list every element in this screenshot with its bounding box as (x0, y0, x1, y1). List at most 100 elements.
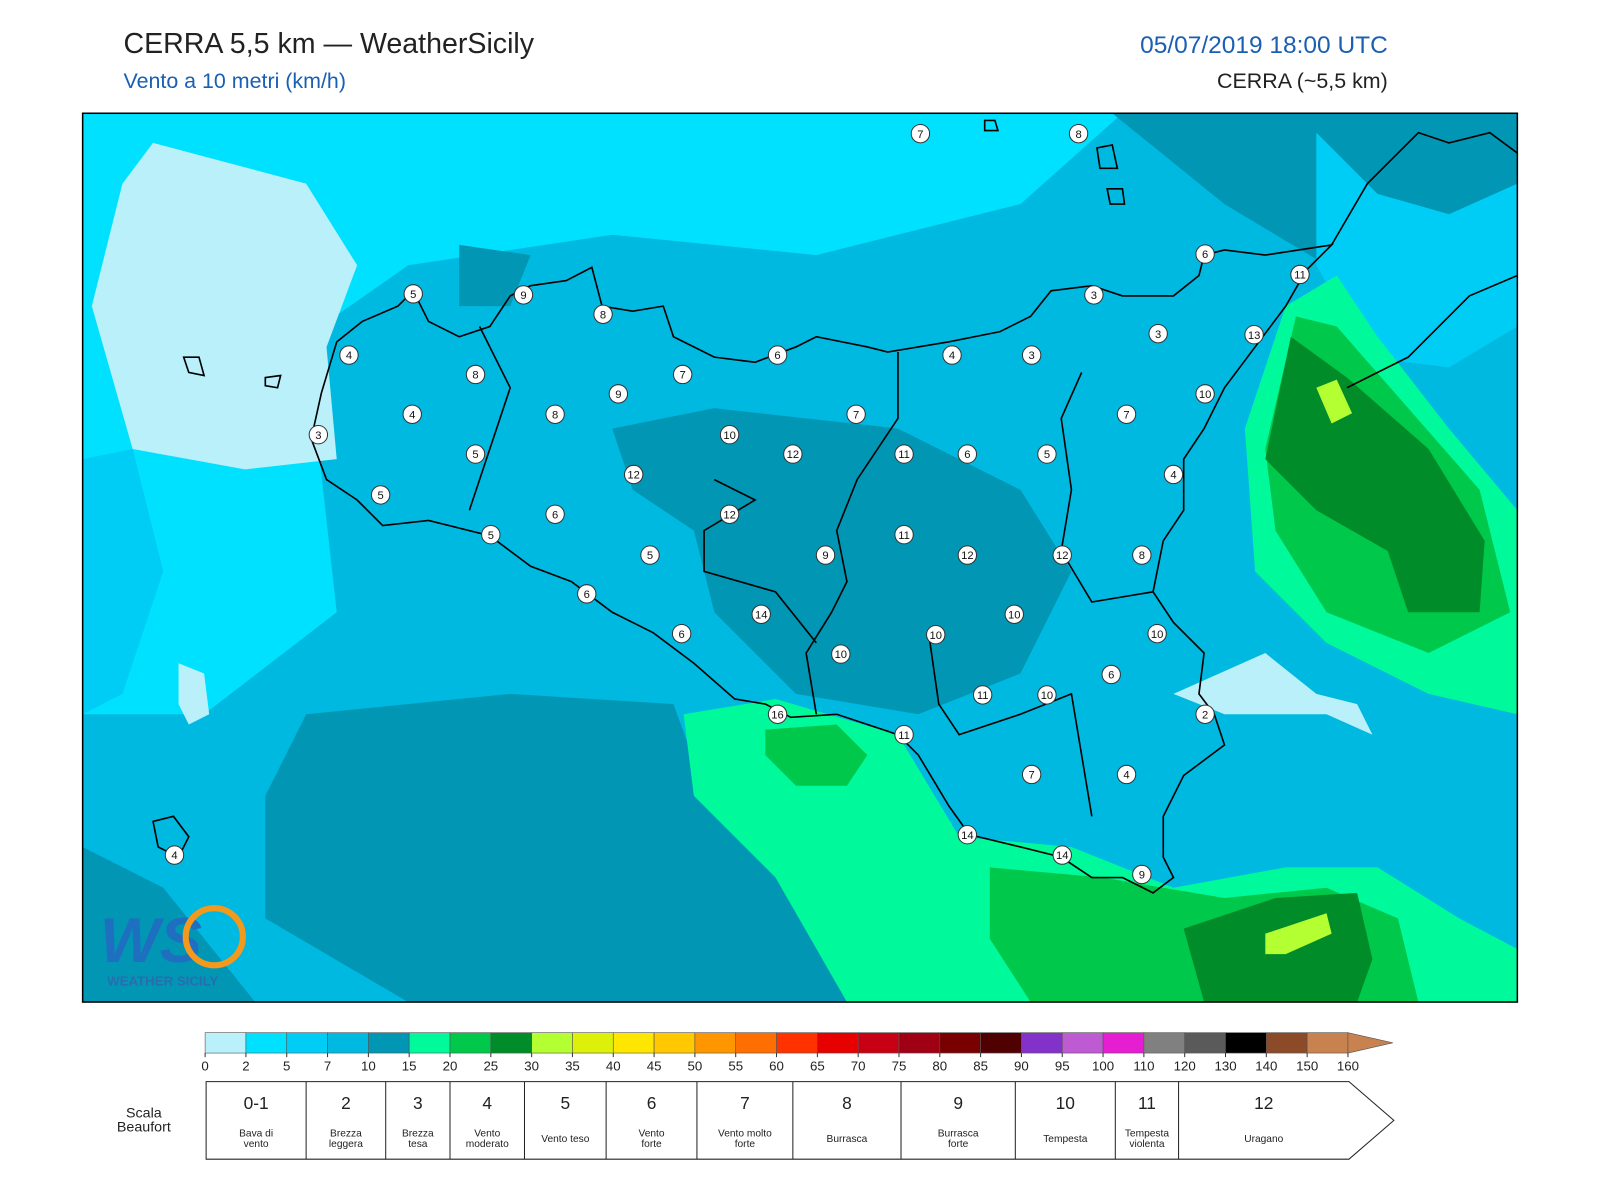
station-value: 10 (835, 649, 847, 661)
station-value: 14 (755, 609, 767, 621)
station-value: 3 (1029, 350, 1035, 362)
beaufort-description: Burrasca (827, 1134, 868, 1145)
colorbar-tick-label: 80 (932, 1058, 947, 1073)
station-marker (608, 384, 629, 404)
station-value: 11 (898, 730, 910, 742)
station-marker (894, 525, 914, 545)
beaufort-description: tesa (408, 1139, 428, 1150)
beaufort-description: Uragano (1244, 1134, 1283, 1145)
station-value: 10 (1008, 609, 1020, 621)
colorbar-segment (286, 1032, 328, 1054)
station-value: 5 (377, 490, 383, 502)
colorbar-extension (1347, 1032, 1393, 1054)
station-marker (465, 444, 486, 464)
station-marker (1052, 845, 1072, 865)
station-value: 6 (679, 629, 685, 641)
station-marker (481, 525, 501, 545)
beaufort-description: Brezza (330, 1129, 362, 1140)
colorbar-segment (449, 1032, 492, 1054)
station-value: 3 (1155, 329, 1161, 341)
station-value: 16 (771, 709, 783, 721)
station-value: 8 (472, 370, 478, 382)
beaufort-description: violenta (1129, 1139, 1164, 1150)
station-value: 10 (1041, 690, 1053, 702)
colorbar-tick-label: 30 (524, 1058, 539, 1073)
station-marker (513, 285, 534, 305)
station-value: 6 (584, 589, 590, 601)
colorbar-segment (1306, 1032, 1349, 1054)
station-marker (767, 345, 788, 365)
station-marker (339, 345, 359, 365)
station-value: 7 (917, 129, 923, 141)
station-value: 12 (787, 449, 799, 461)
colorbar-tick-label: 0 (201, 1058, 208, 1073)
station-marker (1068, 123, 1089, 144)
colorbar-tick-label: 15 (402, 1058, 417, 1073)
colorbar-segment (327, 1032, 369, 1054)
station-value: 6 (1202, 249, 1208, 261)
colorbar-tick-label: 45 (647, 1058, 662, 1073)
colorbar-tick-label: 160 (1337, 1058, 1359, 1073)
station-value: 8 (600, 309, 606, 321)
colorbar-segment (408, 1032, 451, 1054)
beaufort-description: Tempesta (1125, 1129, 1170, 1140)
station-marker (1148, 323, 1168, 344)
colorbar-segment (735, 1032, 777, 1054)
station-marker (719, 504, 740, 524)
station-value: 9 (615, 389, 621, 401)
station-marker (1195, 704, 1215, 724)
beaufort-force: 9 (953, 1093, 963, 1113)
beaufort-force: 5 (560, 1093, 570, 1113)
colorbar-tick-label: 120 (1174, 1058, 1196, 1073)
station-value: 4 (949, 350, 955, 362)
beaufort-title: Beaufort (117, 1120, 171, 1136)
station-value: 8 (1075, 129, 1081, 141)
colorbar: 0 2 5 7 10 15 20 25 30 35 40 45 50 55 60 65 70 75 80 85 90 95… (201, 1032, 1393, 1073)
beaufort-description: Vento molto (718, 1129, 772, 1140)
colorbar-segment (939, 1032, 981, 1054)
station-marker (1195, 384, 1215, 404)
colorbar-tick-label: 40 (606, 1058, 621, 1073)
station-marker (894, 725, 914, 745)
beaufort-description: Tempesta (1043, 1134, 1088, 1145)
station-value: 12 (961, 550, 973, 562)
colorbar-segment (776, 1032, 818, 1054)
station-marker (957, 825, 978, 845)
station-marker (1132, 864, 1152, 885)
colorbar-segment (857, 1032, 900, 1054)
stations: 7 8 6 11 5 9 8 3 3 13 4 6 4 3 8 7 9 10 4 8 7 7 3 10 5 12 11 6 5 12 4 5 6… (164, 123, 1310, 885)
station-value: 13 (1248, 330, 1260, 342)
subtitle: Vento a 10 metri (km/h) (123, 69, 345, 93)
station-marker (894, 444, 914, 464)
station-value: 9 (1139, 870, 1145, 882)
beaufort-description: forte (735, 1139, 756, 1150)
station-marker (942, 345, 962, 365)
station-marker (623, 464, 644, 485)
logo-sun (182, 905, 246, 969)
station-marker (1021, 345, 1042, 365)
colorbar-tick-label: 50 (688, 1058, 703, 1073)
beaufort-description: moderato (466, 1139, 509, 1150)
beaufort-frame (205, 1081, 1395, 1160)
station-marker (1021, 764, 1042, 785)
colorbar-segment (817, 1032, 859, 1054)
station-marker (640, 545, 660, 565)
station-marker (370, 485, 391, 505)
station-value: 11 (977, 690, 989, 702)
map-frame (81, 112, 1519, 1003)
station-marker (972, 685, 993, 705)
station-value: 9 (520, 290, 526, 302)
beaufort-description: Burrasca (938, 1129, 979, 1140)
station-marker (751, 604, 771, 624)
station-marker (164, 845, 185, 865)
station-marker (545, 504, 565, 524)
colorbar-tick-label: 150 (1296, 1058, 1318, 1073)
station-value: 4 (1123, 770, 1129, 782)
station-marker (1290, 264, 1310, 285)
station-value: 5 (488, 530, 494, 542)
station-marker (957, 444, 978, 464)
beaufort-force: 8 (842, 1093, 852, 1113)
station-marker (308, 425, 329, 445)
station-marker (672, 364, 693, 385)
station-marker (1004, 604, 1024, 624)
